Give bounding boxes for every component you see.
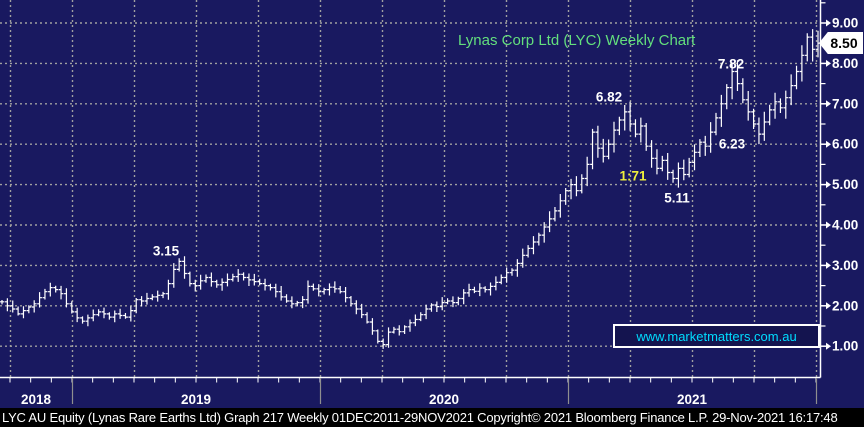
x-axis-year-label: 2018	[21, 392, 52, 407]
x-axis-year-label: 2019	[181, 392, 211, 407]
bottom-white-strip	[0, 427, 864, 430]
price-annotation: 7.82	[717, 56, 745, 72]
x-axis-year-label: 2021	[677, 392, 708, 407]
ohlc-price-bars	[0, 29, 821, 349]
y-axis-label: 1.00	[832, 339, 858, 354]
y-tick-arrow	[826, 302, 831, 310]
y-tick-arrow	[826, 19, 831, 27]
last-price-value: 8.50	[830, 35, 858, 51]
watermark-box: www.marketmatters.com.au	[613, 324, 820, 348]
y-axis-label: 8.00	[832, 56, 858, 71]
y-tick-arrow	[826, 100, 831, 108]
y-axis-label: 6.00	[832, 137, 858, 152]
y-axis-label: 7.00	[832, 96, 858, 111]
price-annotation: 1:71	[619, 168, 647, 184]
watermark-link[interactable]: www.marketmatters.com.au	[636, 328, 797, 344]
y-axis-label: 3.00	[832, 258, 858, 273]
price-annotation: 6.82	[595, 89, 623, 105]
price-annotation: 3.15	[152, 243, 180, 259]
y-tick-arrow	[826, 181, 831, 189]
price-annotation: 6.23	[718, 136, 746, 152]
y-tick-arrow	[826, 59, 831, 67]
y-axis-label: 2.00	[832, 298, 858, 313]
x-axis-year-label: 2020	[429, 392, 459, 407]
y-axis-label: 9.00	[832, 16, 858, 31]
status-bar-text: LYC AU Equity (Lynas Rare Earths Ltd) Gr…	[2, 410, 838, 425]
status-bar: LYC AU Equity (Lynas Rare Earths Ltd) Gr…	[0, 408, 864, 427]
y-axis-label: 4.00	[832, 218, 858, 233]
price-chart-canvas: 9.00 8.00 7.00 6.00 5.00 4.00 3.00 2.00 1.00 2018…	[0, 0, 858, 407]
y-tick-arrow	[826, 261, 831, 269]
last-price-badge: 8.50	[819, 32, 863, 54]
price-annotation: 5.11	[664, 190, 690, 206]
chart-title: Lynas Corp Ltd (LYC) Weekly Chart	[458, 32, 696, 49]
y-tick-arrow	[826, 342, 831, 350]
y-tick-arrow	[826, 221, 831, 229]
y-tick-arrow	[826, 140, 831, 148]
y-axis-label: 5.00	[832, 177, 858, 192]
